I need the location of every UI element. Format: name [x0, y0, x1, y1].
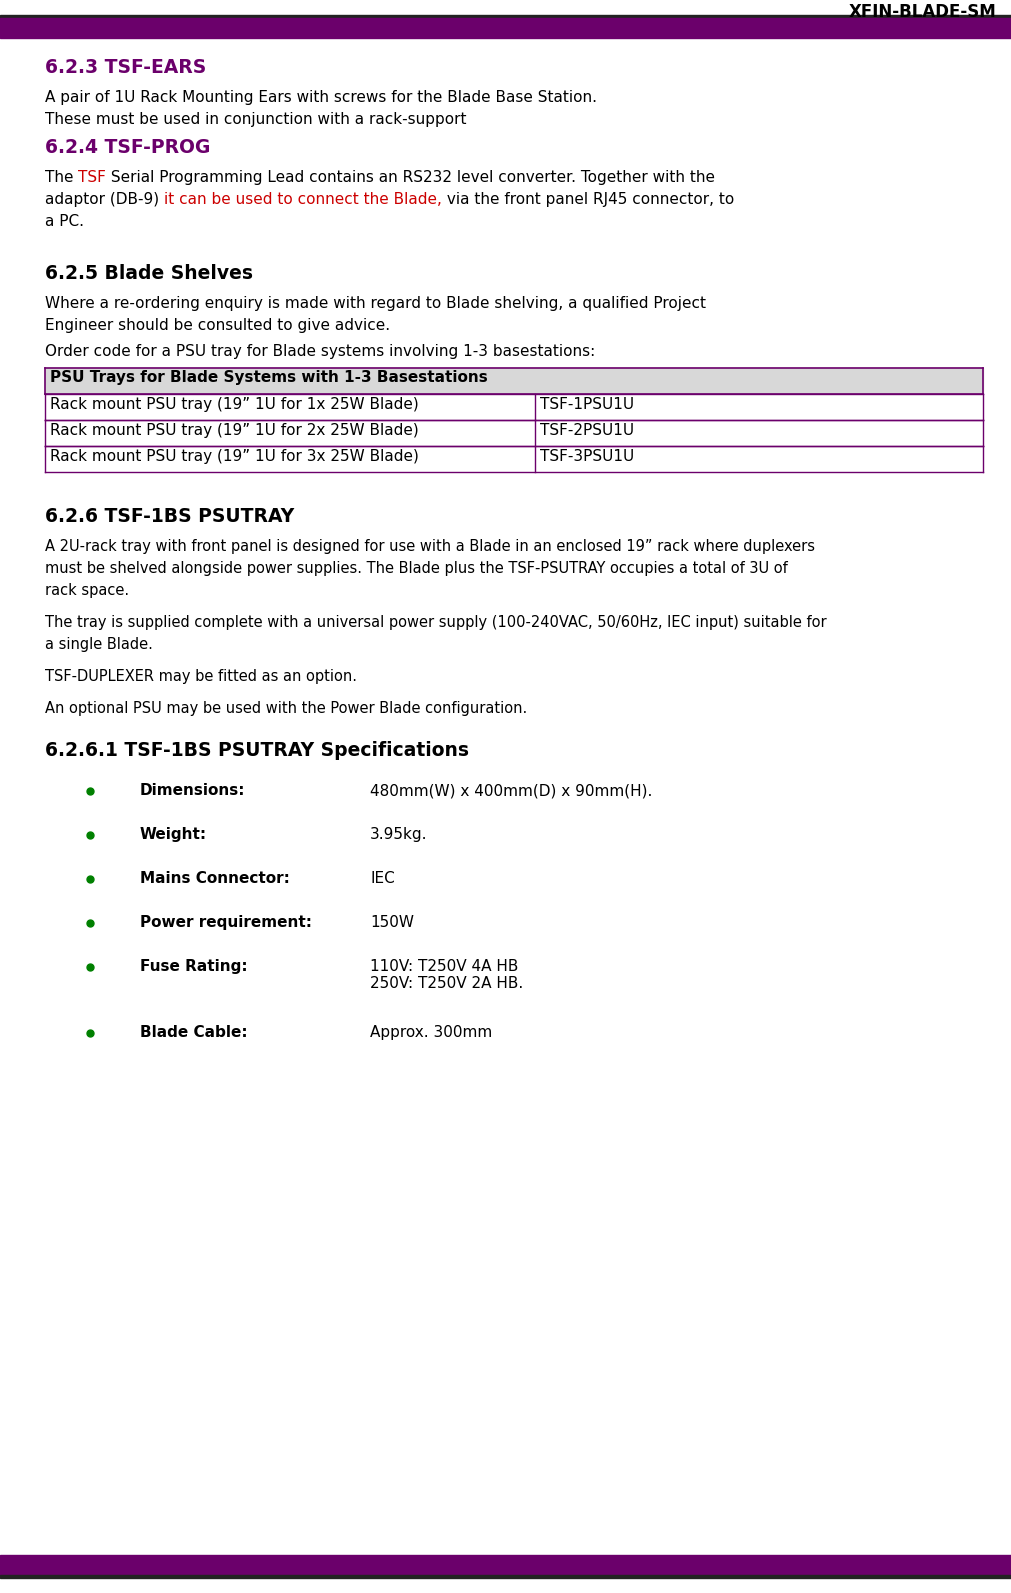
- Bar: [45, 446, 983, 472]
- Text: XFIN-BLADE-SM: XFIN-BLADE-SM: [848, 3, 996, 21]
- Text: TSF-1PSU1U: TSF-1PSU1U: [540, 397, 634, 413]
- Text: These must be used in conjunction with a rack-support: These must be used in conjunction with a…: [45, 112, 466, 127]
- Text: a PC.: a PC.: [45, 213, 84, 229]
- Bar: [45, 421, 983, 446]
- Text: 6.2.6.1 TSF-1BS PSUTRAY Specifications: 6.2.6.1 TSF-1BS PSUTRAY Specifications: [45, 741, 469, 760]
- Text: Engineer should be consulted to give advice.: Engineer should be consulted to give adv…: [45, 319, 390, 333]
- Bar: [0, 18, 1011, 38]
- Bar: [45, 368, 983, 393]
- Text: TSF-3PSU1U: TSF-3PSU1U: [540, 449, 634, 464]
- Text: IEC: IEC: [370, 871, 394, 886]
- Text: Power requirement:: Power requirement:: [140, 914, 312, 930]
- Text: Approx. 300mm: Approx. 300mm: [370, 1024, 492, 1040]
- Text: A pair of 1U Rack Mounting Ears with screws for the Blade Base Station.: A pair of 1U Rack Mounting Ears with scr…: [45, 89, 598, 105]
- Bar: [0, 1575, 1011, 1579]
- Text: Rack mount PSU tray (19” 1U for 2x 25W Blade): Rack mount PSU tray (19” 1U for 2x 25W B…: [50, 424, 419, 438]
- Text: Blade Cable:: Blade Cable:: [140, 1024, 248, 1040]
- Text: A 2U-rack tray with front panel is designed for use with a Blade in an enclosed : A 2U-rack tray with front panel is desig…: [45, 538, 815, 554]
- Text: a single Blade.: a single Blade.: [45, 637, 153, 652]
- Text: TSF-DUPLEXER may be fitted as an option.: TSF-DUPLEXER may be fitted as an option.: [45, 669, 357, 683]
- Text: it can be used to connect the Blade,: it can be used to connect the Blade,: [164, 193, 442, 207]
- Text: 480mm(W) x 400mm(D) x 90mm(H).: 480mm(W) x 400mm(D) x 90mm(H).: [370, 784, 652, 798]
- Text: 150W: 150W: [370, 914, 413, 930]
- Text: Rack mount PSU tray (19” 1U for 1x 25W Blade): Rack mount PSU tray (19” 1U for 1x 25W B…: [50, 397, 419, 413]
- Text: Weight:: Weight:: [140, 827, 207, 843]
- Text: An optional PSU may be used with the Power Blade configuration.: An optional PSU may be used with the Pow…: [45, 701, 528, 715]
- Text: TSF: TSF: [79, 170, 106, 185]
- Text: 6.2.4 TSF-PROG: 6.2.4 TSF-PROG: [45, 139, 210, 158]
- Text: must be shelved alongside power supplies. The Blade plus the TSF-PSUTRAY occupie: must be shelved alongside power supplies…: [45, 561, 788, 577]
- Text: Rack mount PSU tray (19” 1U for 3x 25W Blade): Rack mount PSU tray (19” 1U for 3x 25W B…: [50, 449, 419, 464]
- Text: Serial Programming Lead contains an RS232 level converter. Together with the: Serial Programming Lead contains an RS23…: [106, 170, 715, 185]
- Text: The: The: [45, 170, 79, 185]
- Text: via the front panel RJ45 connector, to: via the front panel RJ45 connector, to: [442, 193, 734, 207]
- Bar: [45, 393, 983, 421]
- Text: 6.2.6 TSF-1BS PSUTRAY: 6.2.6 TSF-1BS PSUTRAY: [45, 507, 294, 526]
- Bar: [0, 1555, 1011, 1575]
- Text: The tray is supplied complete with a universal power supply (100-240VAC, 50/60Hz: The tray is supplied complete with a uni…: [45, 615, 827, 629]
- Bar: [0, 14, 1011, 18]
- Text: PSU Trays for Blade Systems with 1-3 Basestations: PSU Trays for Blade Systems with 1-3 Bas…: [50, 370, 487, 386]
- Text: 6.2.3 TSF-EARS: 6.2.3 TSF-EARS: [45, 57, 206, 76]
- Text: 3.95kg.: 3.95kg.: [370, 827, 428, 843]
- Text: 110V: T250V 4A HB
250V: T250V 2A HB.: 110V: T250V 4A HB 250V: T250V 2A HB.: [370, 959, 524, 991]
- Text: 6.2.5 Blade Shelves: 6.2.5 Blade Shelves: [45, 264, 253, 284]
- Text: TSF-2PSU1U: TSF-2PSU1U: [540, 424, 634, 438]
- Text: rack space.: rack space.: [45, 583, 129, 597]
- Text: Fuse Rating:: Fuse Rating:: [140, 959, 248, 973]
- Text: Order code for a PSU tray for Blade systems involving 1-3 basestations:: Order code for a PSU tray for Blade syst…: [45, 344, 595, 358]
- Text: Mains Connector:: Mains Connector:: [140, 871, 290, 886]
- Text: adaptor (DB-9): adaptor (DB-9): [45, 193, 164, 207]
- Text: Where a re-ordering enquiry is made with regard to Blade shelving, a qualified P: Where a re-ordering enquiry is made with…: [45, 296, 706, 311]
- Text: Dimensions:: Dimensions:: [140, 784, 246, 798]
